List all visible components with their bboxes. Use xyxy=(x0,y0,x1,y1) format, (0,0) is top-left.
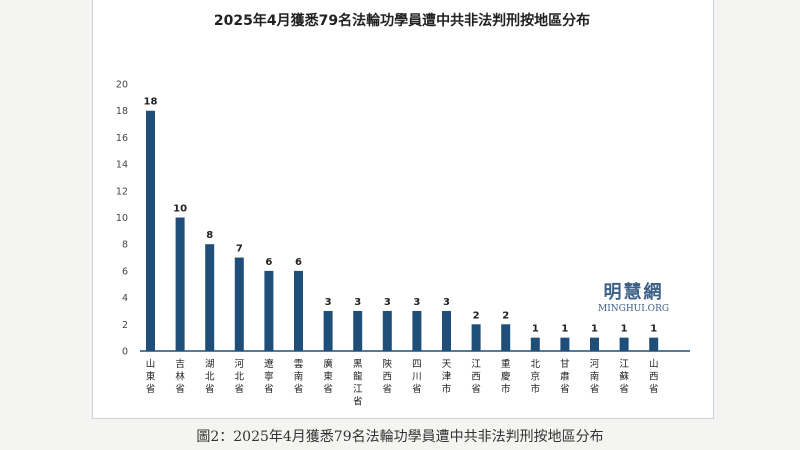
data-label: 6 xyxy=(265,257,272,268)
y-tick-label: 12 xyxy=(116,186,128,197)
x-tick-label: 河北省 xyxy=(235,358,245,395)
x-tick-label: 陝西省 xyxy=(383,359,393,395)
x-tick-label: 山東省 xyxy=(146,359,156,395)
y-tick-label: 4 xyxy=(122,293,128,304)
figure-caption: 圖2：2025年4月獲悉79名法輪功學員遭中共非法判刑按地區分布 xyxy=(196,429,604,445)
chart-panel xyxy=(92,0,714,419)
y-tick-label: 6 xyxy=(122,266,128,277)
x-tick-label: 北京市 xyxy=(531,359,541,395)
data-label: 1 xyxy=(561,324,568,335)
data-label: 3 xyxy=(413,297,420,308)
x-tick-label: 江西省 xyxy=(471,359,481,395)
y-tick-label: 0 xyxy=(122,347,128,358)
bar-chart: 0246810121416182018山東省10吉林省8湖北省7河北省6遼寧省6… xyxy=(116,80,690,408)
x-tick-label: 湖北省 xyxy=(205,359,215,395)
watermark-domain: MINGHUI.ORG xyxy=(598,304,670,314)
x-tick-label: 遼寧省 xyxy=(264,358,274,395)
bar xyxy=(619,337,629,351)
x-tick-label: 甘肅省 xyxy=(560,358,570,395)
bar xyxy=(649,337,659,351)
data-label: 1 xyxy=(650,324,657,335)
data-label: 3 xyxy=(354,297,361,308)
data-label: 1 xyxy=(621,324,628,335)
data-label: 18 xyxy=(144,97,158,108)
bar xyxy=(323,310,333,351)
bar xyxy=(590,337,599,351)
y-tick-label: 14 xyxy=(116,160,128,171)
bar xyxy=(264,270,274,351)
data-label: 3 xyxy=(325,297,332,308)
x-tick-label: 四川省 xyxy=(412,359,422,395)
data-label: 8 xyxy=(206,230,213,241)
minghui-watermark: 明慧網 MINGHUI.ORG xyxy=(598,278,669,314)
x-tick-label: 天津市 xyxy=(442,359,452,395)
x-tick-label: 河南省 xyxy=(590,358,600,395)
data-label: 7 xyxy=(236,244,243,255)
x-tick-label: 廣東省 xyxy=(323,358,333,395)
bar xyxy=(353,310,363,351)
bar xyxy=(294,270,303,351)
watermark-name: 明慧網 xyxy=(603,282,664,303)
y-tick-label: 20 xyxy=(116,80,128,91)
y-tick-label: 18 xyxy=(116,106,128,117)
x-tick-label: 黑龍江省 xyxy=(353,359,363,408)
y-tick-label: 2 xyxy=(122,320,128,331)
bar xyxy=(175,217,185,351)
bar xyxy=(442,310,451,351)
bar xyxy=(234,257,244,351)
data-label: 10 xyxy=(173,204,187,215)
data-label: 6 xyxy=(295,257,302,268)
bar xyxy=(501,324,511,351)
data-label: 2 xyxy=(502,310,509,321)
bar xyxy=(205,244,215,351)
y-tick-label: 16 xyxy=(116,133,128,144)
data-label: 1 xyxy=(591,324,598,335)
x-tick-label: 吉林省 xyxy=(175,359,185,395)
y-tick-label: 8 xyxy=(122,240,128,251)
data-label: 1 xyxy=(532,324,539,335)
bar xyxy=(471,324,481,351)
x-tick-label: 重慶市 xyxy=(501,358,511,395)
bar xyxy=(560,337,570,351)
x-tick-label: 雲南省 xyxy=(294,359,304,395)
bar xyxy=(146,110,155,351)
chart-title: 2025年4月獲悉79名法輪功學員遭中共非法判刑按地區分布 xyxy=(213,13,591,29)
data-label: 3 xyxy=(443,297,450,308)
x-tick-label: 江蘇省 xyxy=(619,359,629,395)
bar xyxy=(412,310,422,351)
bar xyxy=(382,310,392,351)
data-label: 3 xyxy=(384,297,391,308)
data-label: 2 xyxy=(473,310,480,321)
bar xyxy=(530,337,540,351)
y-tick-label: 10 xyxy=(116,213,128,224)
x-tick-label: 山西省 xyxy=(649,359,659,395)
